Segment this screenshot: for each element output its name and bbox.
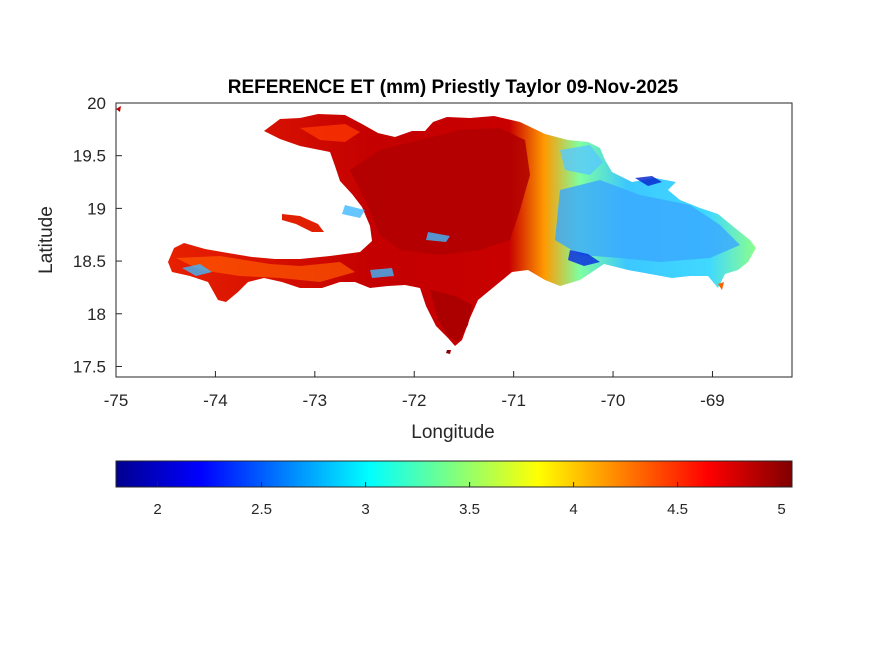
east-low-zone — [555, 180, 740, 262]
y-axis: 20 19.5 19 18.5 18 17.5 — [73, 94, 122, 376]
colorbar-ticks: 2 2.5 3 3.5 4 4.5 5 — [153, 482, 786, 518]
x-axis-label: Longitude — [411, 422, 494, 443]
y-tick-label: 19 — [87, 199, 106, 218]
x-tick-label: -73 — [303, 391, 328, 410]
x-tick-label: -71 — [501, 391, 526, 410]
colorbar-tick-label: 3 — [361, 501, 369, 518]
x-tick-label: -72 — [402, 391, 427, 410]
y-tick-label: 19.5 — [73, 147, 106, 166]
saona-speck — [718, 282, 724, 290]
southeast-peninsula — [430, 290, 472, 342]
haiti-mid-zone — [300, 124, 360, 142]
y-tick-label: 18.5 — [73, 252, 106, 271]
samana-pocket — [635, 176, 662, 186]
colorbar — [115, 460, 793, 488]
colorbar-tick-label: 2.5 — [251, 501, 272, 518]
chart-title: REFERENCE ET (mm) Priestly Taylor 09-Nov… — [228, 77, 679, 98]
hispaniola-map — [116, 106, 756, 354]
beata-island — [446, 350, 451, 354]
corner-speck — [116, 106, 121, 112]
high-et-zone — [350, 128, 530, 255]
y-tick-label: 17.5 — [73, 357, 106, 376]
colorbar-tick-label: 4.5 — [667, 501, 688, 518]
north-blue-patch — [560, 145, 603, 175]
colorbar-tick-label: 2 — [153, 501, 161, 518]
colorbar-tick-label: 5 — [777, 501, 785, 518]
x-tick-label: -69 — [700, 391, 725, 410]
haiti-blue-spots — [182, 205, 450, 278]
x-tick-label: -75 — [104, 391, 129, 410]
x-axis: -75 -74 -73 -72 -71 -70 -69 — [104, 371, 725, 410]
colorbar-tick-label: 3.5 — [459, 501, 480, 518]
x-tick-label: -74 — [203, 391, 228, 410]
east-pocket — [568, 250, 600, 266]
haiti-south-zone — [176, 256, 355, 282]
y-tick-label: 20 — [87, 94, 106, 113]
colorbar-tick-label: 4 — [569, 501, 577, 518]
y-tick-label: 18 — [87, 305, 106, 324]
x-tick-label: -70 — [601, 391, 626, 410]
tortuga-island — [282, 214, 324, 232]
y-axis-label: Latitude — [36, 206, 57, 274]
